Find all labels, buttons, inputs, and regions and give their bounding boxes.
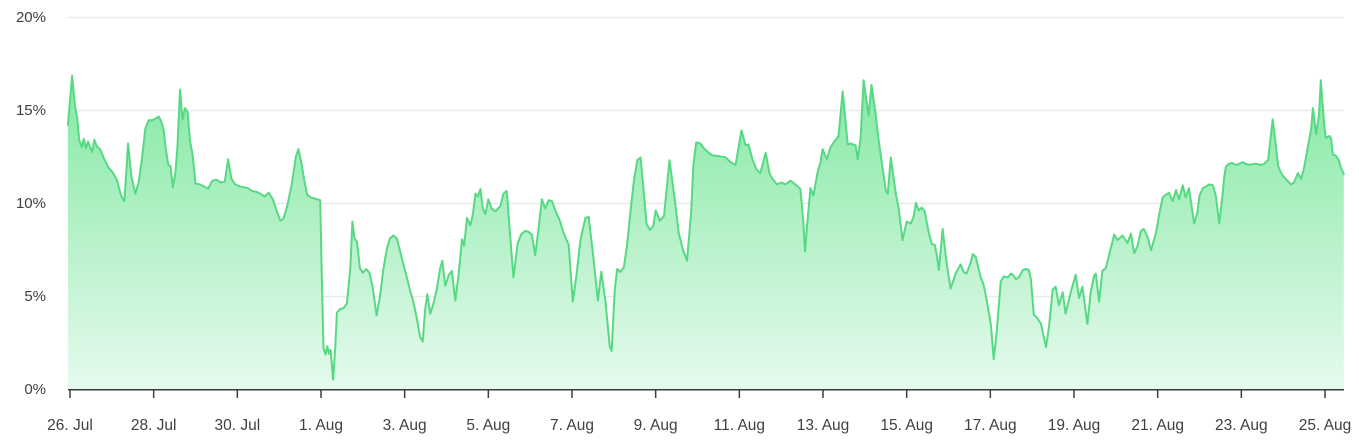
x-axis-label: 11. Aug [714, 417, 765, 434]
x-axis-label: 3. Aug [383, 417, 427, 434]
y-axis-label-10pct: 10% [16, 195, 46, 212]
y-axis-label-0pct: 0% [24, 381, 46, 398]
x-axis-label: 15. Aug [880, 417, 933, 434]
x-axis-label: 23. Aug [1215, 417, 1268, 434]
y-axis-label-15pct: 15% [16, 102, 46, 119]
x-axis-label: 19. Aug [1048, 417, 1101, 434]
y-axis-label-5pct: 5% [24, 288, 46, 305]
x-axis-label: 26. Jul [47, 417, 93, 434]
x-axis-label: 1. Aug [299, 417, 343, 434]
x-axis-label: 17. Aug [964, 417, 1017, 434]
x-axis-label: 21. Aug [1131, 417, 1184, 434]
x-axis-label: 28. Jul [131, 417, 177, 434]
x-axis-label: 13. Aug [797, 417, 850, 434]
y-axis-label-20pct: 20% [16, 9, 46, 26]
x-axis-label: 9. Aug [634, 417, 678, 434]
x-axis-label: 25. Aug [1299, 417, 1352, 434]
series-area-fill[interactable] [67, 75, 1344, 389]
x-axis-label: 5. Aug [466, 417, 510, 434]
x-axis-label: 7. Aug [550, 417, 594, 434]
x-axis-label: 30. Jul [214, 417, 260, 434]
series-trend-line[interactable] [66, 74, 1345, 381]
